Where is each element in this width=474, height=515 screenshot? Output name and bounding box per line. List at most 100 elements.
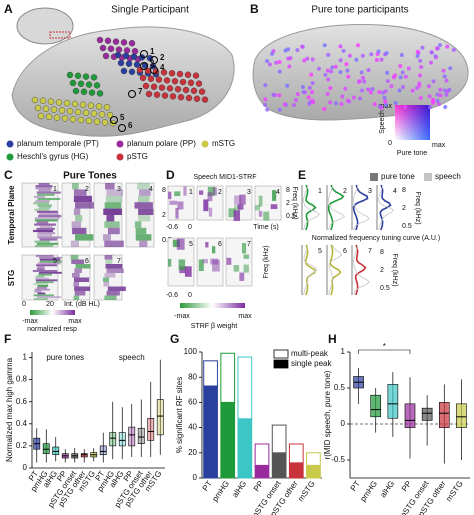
- strf-blob: [199, 190, 204, 195]
- electrode: [264, 59, 269, 64]
- electrode: [201, 96, 209, 103]
- electrode: [293, 97, 298, 102]
- group-label: pure tones: [46, 353, 84, 362]
- electrode: [417, 83, 422, 88]
- heatmap-cell: [73, 277, 90, 282]
- electrode-highlight: [150, 56, 158, 64]
- heatmap-cell: [105, 264, 123, 269]
- electrode: [338, 44, 343, 49]
- y-tick-label: 100: [184, 347, 198, 356]
- heatmap-cell: [35, 277, 50, 280]
- electrode: [169, 93, 177, 100]
- strf-blob: [212, 259, 220, 272]
- electrode: [359, 70, 364, 75]
- electrode: [311, 100, 316, 105]
- panel-title: Pure tone participants: [311, 5, 408, 16]
- y-tick-label: 80: [188, 372, 197, 381]
- y-tick-label: 0.4: [16, 419, 28, 428]
- electrode: [438, 93, 443, 98]
- strf-blob: [177, 201, 184, 210]
- electrode: [106, 111, 114, 119]
- electrode: [104, 37, 112, 44]
- y-tick-label: 1: [23, 353, 28, 362]
- electrode: [90, 110, 98, 117]
- heatmap-cell: [36, 221, 49, 224]
- strf-blob: [258, 195, 263, 207]
- y-tick-label: 0.2: [16, 441, 28, 450]
- electrode: [338, 58, 343, 63]
- y-tick-label: 0: [341, 419, 346, 428]
- electrode: [50, 106, 58, 113]
- brain-a: [11, 26, 235, 137]
- strf-blob: [208, 207, 213, 217]
- heatmap-cell: [104, 295, 117, 300]
- electrode: [55, 99, 63, 106]
- legend-label: planum polare (PP): [127, 139, 196, 148]
- electrode: [96, 90, 104, 97]
- colorbar-label: max: [432, 142, 446, 149]
- heatmap-cell: [35, 219, 58, 222]
- heatmap-cell: [104, 273, 116, 278]
- row-label: Temporal Plane: [7, 185, 16, 245]
- electrode: [287, 64, 292, 69]
- strf-blob: [212, 246, 216, 254]
- electrode: [166, 85, 174, 92]
- strf-blob: [207, 186, 216, 196]
- heatmap-cell: [39, 238, 58, 241]
- heatmap-cell: [106, 291, 120, 296]
- electrode: [277, 107, 282, 112]
- tuning-curve: [379, 184, 392, 231]
- electrode: [82, 73, 90, 80]
- heatmap-cell: [34, 217, 60, 220]
- heatmap-cell: [35, 200, 50, 203]
- electrode: [90, 74, 98, 81]
- y-tick-label: 0.5: [162, 237, 172, 244]
- x-tick-label: PP: [400, 479, 413, 493]
- electrode: [291, 103, 296, 108]
- strf-blob: [203, 199, 209, 212]
- y-axis-label: Freq (kHz): [263, 245, 270, 278]
- strf-blob: [175, 208, 179, 219]
- electrode: [310, 90, 315, 95]
- electrode: [362, 79, 367, 84]
- electrode: [171, 77, 179, 85]
- y-tick-label: 0.6: [16, 397, 28, 406]
- electrode: [198, 88, 206, 95]
- heatmap-cell: [37, 262, 61, 265]
- bar: [306, 452, 321, 466]
- electrode: [435, 92, 440, 97]
- electrode: [431, 97, 436, 102]
- heatmap-cell: [38, 189, 51, 192]
- x-axis-label: Normalized frequency tuning curve (A.U.): [312, 235, 440, 242]
- heatmap-cell: [34, 288, 50, 291]
- legend-label: pSTG: [127, 152, 148, 161]
- electrode: [58, 107, 66, 114]
- inset-grid: [49, 31, 71, 39]
- electrode: [403, 74, 408, 79]
- heatmap-cell: [73, 208, 81, 215]
- tuning-curve: [352, 184, 369, 231]
- electrode: [426, 84, 431, 89]
- electrode: [80, 88, 88, 96]
- panel-title: Speech MID1-STRF: [193, 174, 256, 181]
- electrode: [383, 89, 388, 94]
- box: [42, 443, 50, 454]
- legend-label: Heschl's gyrus (HG): [17, 152, 89, 161]
- y-tick-label: 8: [380, 249, 384, 256]
- heatmap-cell: [107, 286, 126, 291]
- electrode: [267, 62, 272, 67]
- electrode: [436, 102, 441, 107]
- cell-label: 2: [343, 188, 347, 195]
- y-tick-label: 0.8: [16, 375, 28, 384]
- electrode: [120, 67, 128, 75]
- colorbar-label: max: [68, 318, 82, 325]
- electrode: [384, 102, 389, 107]
- electrode: [309, 72, 314, 77]
- electrode: [444, 92, 449, 97]
- electrode: [445, 44, 450, 49]
- electrode: [136, 66, 144, 74]
- x-tick-label: pmHG: [358, 479, 379, 503]
- strf-blob: [172, 239, 180, 248]
- heatmap-cell: [35, 187, 52, 190]
- strf-blob: [198, 259, 204, 271]
